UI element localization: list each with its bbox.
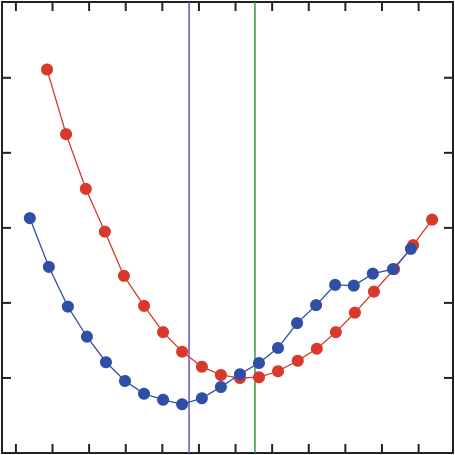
data-point <box>310 299 323 312</box>
data-point <box>195 360 208 373</box>
data-point <box>386 263 399 276</box>
data-point <box>176 398 189 411</box>
data-point <box>157 393 170 406</box>
data-point <box>347 279 360 292</box>
data-point <box>272 341 285 354</box>
data-point <box>310 342 323 355</box>
data-point <box>117 269 130 282</box>
data-point <box>80 330 93 343</box>
data-point <box>291 354 304 367</box>
data-point <box>329 326 342 339</box>
data-point <box>41 63 54 76</box>
data-point <box>366 267 379 280</box>
data-point <box>329 278 342 291</box>
data-point <box>99 356 112 369</box>
data-point <box>252 356 265 369</box>
series-line <box>46 69 433 379</box>
data-point <box>23 212 36 225</box>
data-point <box>348 306 361 319</box>
data-point <box>272 365 285 378</box>
data-point <box>291 317 304 330</box>
data-point <box>214 380 227 393</box>
data-point <box>176 345 189 358</box>
data-point <box>119 374 131 387</box>
data-point <box>138 387 151 400</box>
data-point <box>60 128 73 141</box>
data-point <box>252 371 265 384</box>
data-point <box>367 285 380 298</box>
data-point <box>214 368 227 381</box>
data-point <box>98 225 111 238</box>
data-point <box>42 260 55 273</box>
data-point <box>79 182 92 195</box>
data-point <box>426 213 439 226</box>
data-point <box>138 299 151 312</box>
data-point <box>61 300 74 313</box>
data-point <box>195 392 208 405</box>
data-point <box>233 368 246 381</box>
data-point <box>157 326 170 339</box>
data-point <box>404 242 417 255</box>
